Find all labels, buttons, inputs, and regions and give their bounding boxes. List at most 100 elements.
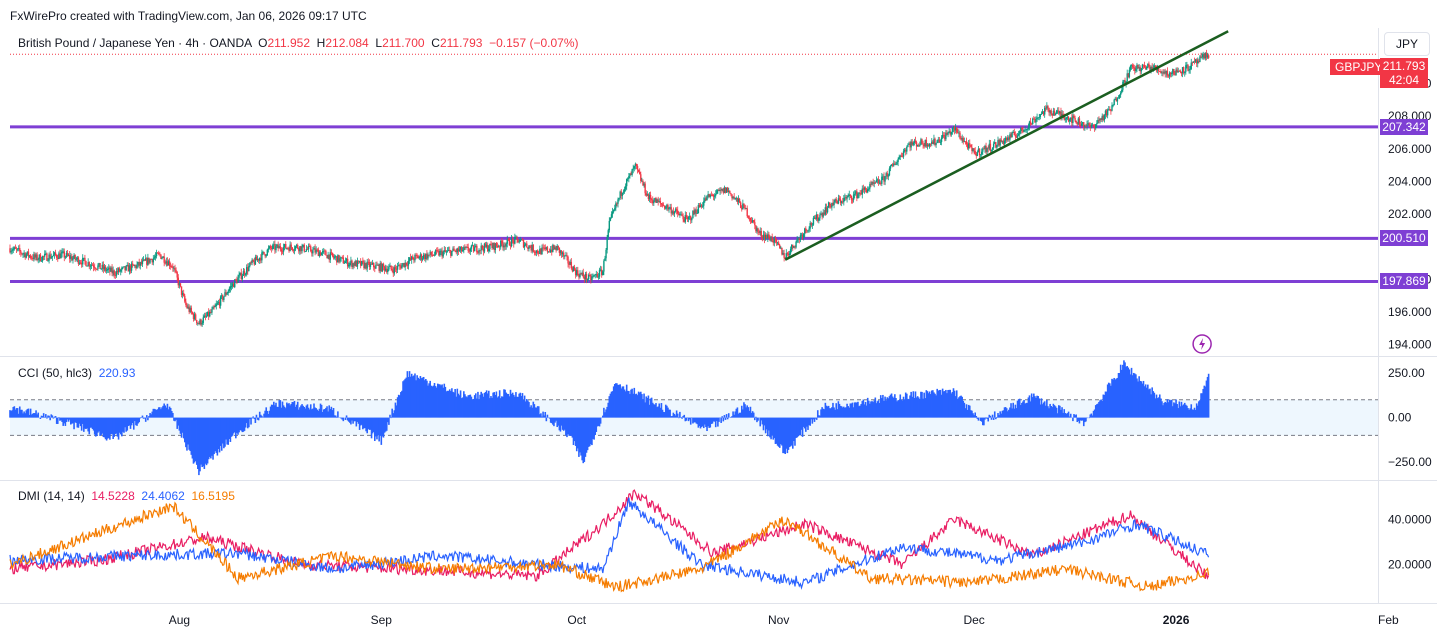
cci-bar <box>149 413 151 418</box>
candle-body <box>380 263 383 272</box>
candle-body <box>926 144 929 147</box>
cci-bar <box>451 388 453 418</box>
candle-body <box>38 254 41 260</box>
candle-body <box>623 188 626 192</box>
cci-bar <box>455 396 458 418</box>
cci-bar <box>656 407 658 418</box>
cci-bar <box>1003 407 1006 418</box>
candle-body <box>1015 136 1018 138</box>
cci-bar <box>544 411 547 418</box>
cci-bar <box>709 417 712 428</box>
cci-bar <box>56 417 59 424</box>
cci-bar <box>663 412 666 418</box>
cci-bar <box>1038 398 1041 418</box>
candle-body <box>529 245 531 248</box>
cci-bar <box>1056 413 1059 418</box>
candle-body <box>297 245 299 249</box>
cci-bar <box>732 411 734 418</box>
candle-body <box>65 253 68 257</box>
cci-bar <box>101 417 104 434</box>
cci-bar <box>998 415 1000 418</box>
cci-bar <box>143 417 146 419</box>
cci-legend[interactable]: CCI (50, hlc3) 220.93 <box>18 366 135 380</box>
cci-bar <box>81 417 84 424</box>
candle-body <box>1175 69 1177 76</box>
candle-body <box>629 173 631 177</box>
candle-body <box>969 143 971 145</box>
cci-bar <box>749 406 752 418</box>
change-value: −0.157 (−0.07%) <box>489 36 579 50</box>
cci-bar <box>118 417 121 433</box>
candle-body <box>1118 94 1121 98</box>
candle-body <box>895 164 897 166</box>
candle-body <box>1009 134 1011 140</box>
currency-button[interactable]: JPY <box>1384 32 1430 56</box>
cci-bar <box>608 396 611 418</box>
cci-bar <box>1152 391 1155 418</box>
candle-body <box>804 228 806 234</box>
cci-bar <box>217 417 220 450</box>
candle-body <box>1068 119 1071 122</box>
candle-body <box>324 250 326 252</box>
candle-body <box>386 268 388 272</box>
cci-bar <box>59 417 61 421</box>
cci-bar <box>293 400 296 418</box>
candle-body <box>202 317 204 323</box>
cci-bar <box>832 402 834 418</box>
candle-body <box>539 248 541 254</box>
symbol-legend[interactable]: British Pound / Japanese Yen · 4h · OAND… <box>18 36 579 50</box>
candle-body <box>73 254 75 259</box>
cci-bar <box>954 396 957 418</box>
cci-bar <box>632 393 634 418</box>
cci-bar <box>552 417 554 425</box>
candle-body <box>775 239 778 243</box>
candle-body <box>523 244 526 248</box>
cci-bar <box>886 397 889 418</box>
candle-body <box>1143 65 1146 68</box>
cci-bar <box>831 407 833 418</box>
cci-bar <box>838 403 841 418</box>
cci-bar <box>1025 402 1028 418</box>
dmi-legend[interactable]: DMI (14, 14) 14.5228 24.4062 16.5195 <box>18 489 235 503</box>
low-label: L <box>375 36 383 50</box>
candle-body <box>1178 70 1181 72</box>
cci-bar <box>1137 381 1139 418</box>
candle-body <box>1189 69 1191 70</box>
cci-bar <box>173 417 175 421</box>
candle-body <box>525 243 527 245</box>
cci-bar <box>1194 409 1197 418</box>
cci-bar <box>488 390 490 418</box>
cci-bar <box>245 417 248 424</box>
cci-bar <box>99 417 101 436</box>
candle-body <box>348 264 350 267</box>
cci-bar <box>366 417 368 434</box>
cci-bar <box>597 417 600 426</box>
candle-body <box>924 140 926 147</box>
candle-body <box>1199 56 1201 63</box>
candle-body <box>949 131 951 135</box>
cci-bar <box>890 393 893 418</box>
candle-body <box>458 249 461 252</box>
candle-body <box>502 243 504 248</box>
candle-body <box>1140 68 1143 72</box>
candle-body <box>1136 64 1138 70</box>
cci-bar <box>739 412 742 418</box>
candle-body <box>931 141 933 145</box>
candle-body <box>730 193 732 195</box>
cci-bar <box>949 389 952 418</box>
cci-bar <box>704 417 706 425</box>
candle-body <box>612 209 615 212</box>
cci-bar <box>213 417 215 455</box>
candle-body <box>770 236 772 241</box>
cci-bar <box>464 394 466 418</box>
cci-bar <box>33 413 35 418</box>
cci-bar <box>797 417 800 437</box>
candle-body <box>792 244 794 248</box>
candle-body <box>691 218 693 221</box>
candle-body <box>840 201 843 203</box>
candle-body <box>811 224 814 226</box>
candle-body <box>1113 99 1115 106</box>
candle-body <box>1193 61 1196 63</box>
candle-body <box>1096 123 1098 125</box>
